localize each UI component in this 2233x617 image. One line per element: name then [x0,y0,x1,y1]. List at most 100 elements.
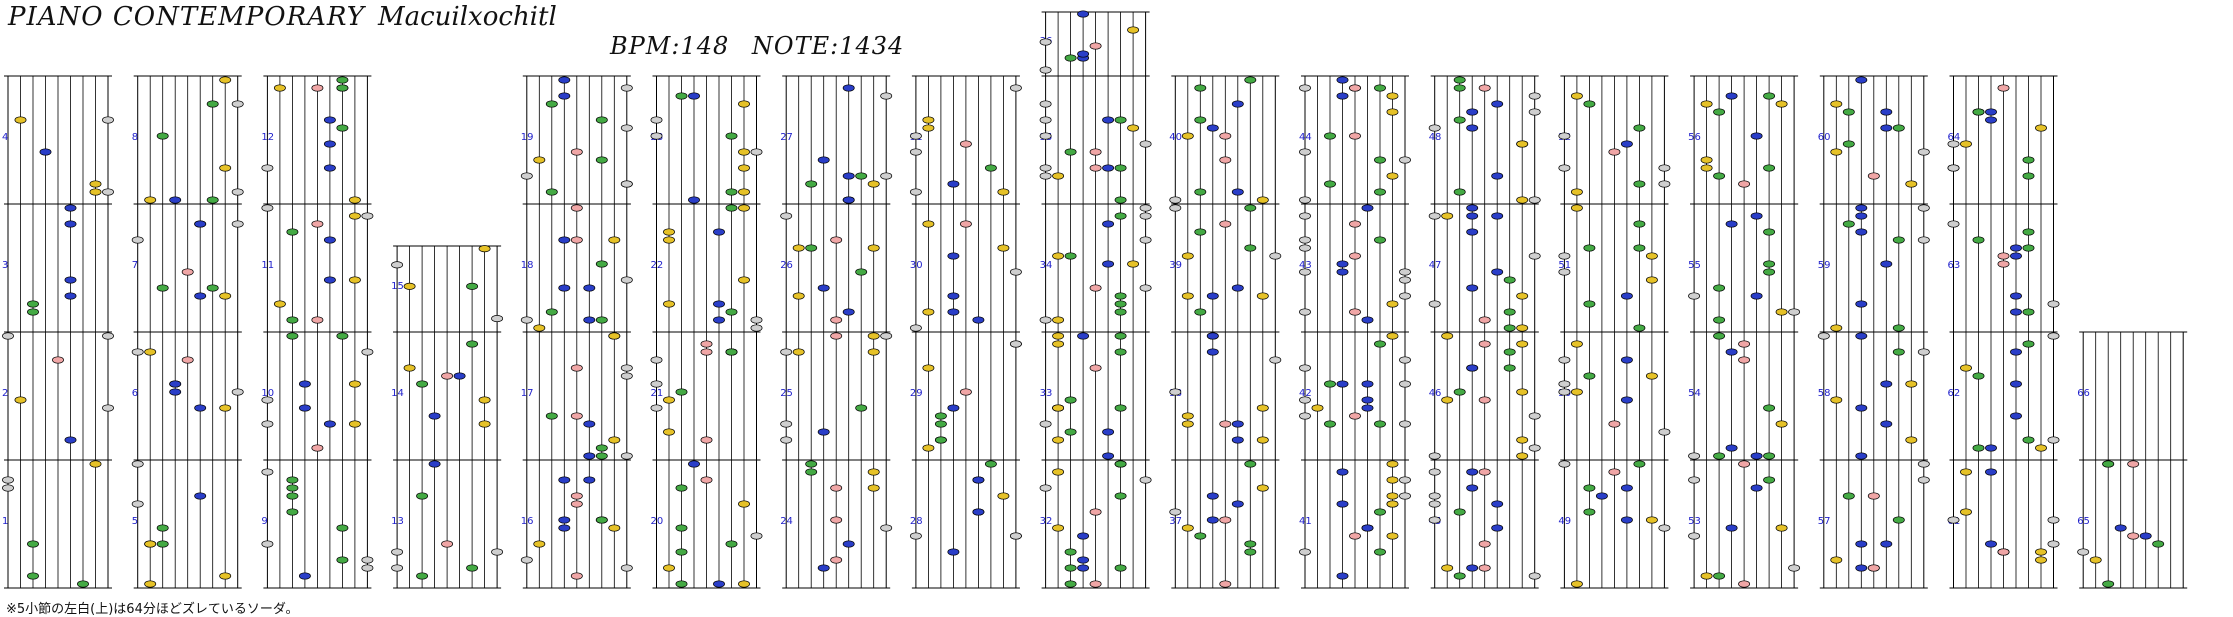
measure-number: 58 [1818,388,1831,399]
note [1985,108,1997,116]
note [323,276,336,284]
note [738,148,750,156]
note [1645,252,1658,260]
note [2089,556,2102,564]
note [545,308,558,316]
note [1102,428,1115,436]
note [1077,50,1090,58]
note [261,420,274,428]
note [1972,108,1985,116]
note [1219,132,1232,140]
note [1917,204,1930,212]
note [1558,164,1571,172]
note [491,548,504,556]
note [830,484,843,492]
note [1399,476,1411,484]
note [156,524,169,532]
note [1169,508,1182,516]
note [206,100,219,108]
note [1349,84,1361,92]
note [1102,220,1115,228]
note [206,284,219,292]
note [533,156,546,164]
note [1620,396,1633,404]
measure-number: 20 [651,516,664,527]
note [867,180,880,188]
note [738,164,750,172]
measure-number: 14 [391,388,404,399]
note [1917,460,1930,468]
note [583,284,596,292]
measure-number: 16 [521,516,534,527]
note [1052,524,1065,532]
note [1478,340,1491,348]
measure-number: 40 [1169,132,1182,143]
note [1713,108,1726,116]
note [1763,404,1776,412]
note [1750,132,1763,140]
note [608,236,621,244]
note [1972,372,1985,380]
measure-number: 41 [1299,516,1312,527]
note [1009,532,1022,540]
note [1880,260,1893,268]
note [1361,316,1374,324]
note [520,556,533,564]
note [206,196,219,204]
note [1299,244,1311,252]
note [466,282,479,290]
note [1089,164,1102,172]
note [842,540,855,548]
note [1855,212,1868,220]
note [1905,380,1918,388]
note [102,404,114,412]
note [867,468,880,476]
note [1064,564,1077,572]
note [27,308,39,316]
note [1855,452,1868,460]
note [1349,132,1361,140]
note [1399,156,1411,164]
note [558,76,571,84]
note [1428,500,1441,508]
note [2047,540,2060,548]
note [89,180,102,188]
note [1441,396,1454,404]
note [792,292,805,300]
note [558,92,571,100]
note [231,388,244,396]
note [1478,396,1491,404]
note [1386,500,1399,508]
note [1089,364,1102,372]
note [1009,340,1022,348]
note [1570,204,1583,212]
note [688,460,700,468]
note [1009,268,1022,276]
note [286,316,299,324]
note [428,460,441,468]
note [1349,412,1361,420]
note [1570,580,1583,588]
note [102,332,114,340]
note [1206,124,1219,132]
note [1503,364,1516,372]
note [1231,188,1244,196]
measure-number: 56 [1688,132,1701,143]
note [1503,348,1516,356]
note [780,348,793,356]
note [273,300,286,308]
note [1700,572,1713,580]
note [1633,124,1646,132]
note [1231,500,1244,508]
note [1039,420,1052,428]
note [713,580,725,588]
note [663,428,675,436]
note [1064,396,1077,404]
note [2022,244,2035,252]
note [2114,524,2127,532]
note [1114,292,1127,300]
note [1386,92,1399,100]
note [1788,564,1801,572]
measure-number: 8 [132,132,138,143]
note [1324,180,1336,188]
